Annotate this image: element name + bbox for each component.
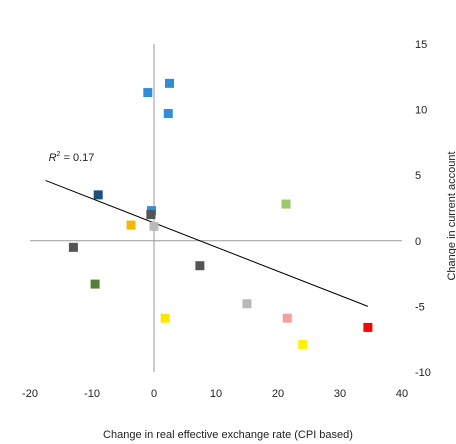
data-point — [68, 242, 78, 252]
x-tick-label: 30 — [334, 388, 346, 400]
data-point — [282, 313, 292, 323]
y-tick-label: -10 — [415, 367, 431, 379]
data-point — [126, 220, 136, 230]
x-tick-label: 40 — [396, 388, 408, 400]
data-point — [149, 221, 159, 231]
x-axis-title: Change in real effective exchange rate (… — [103, 429, 353, 441]
data-point — [90, 279, 100, 289]
data-point — [93, 190, 103, 200]
r-squared-annotation: R2 = 0.17 — [49, 151, 95, 164]
data-point — [281, 199, 291, 209]
y-tick-label: 0 — [415, 236, 421, 248]
trendline — [45, 179, 369, 307]
x-tick-label: -10 — [84, 388, 100, 400]
y-tick-label: 10 — [415, 105, 427, 117]
y-tick-label: 5 — [415, 170, 421, 182]
data-points — [68, 78, 373, 349]
r-squared-symbol: R — [49, 152, 57, 164]
x-tick-label: 20 — [272, 388, 284, 400]
data-point — [143, 88, 153, 98]
x-tick-label: 0 — [151, 388, 157, 400]
data-point — [165, 78, 174, 88]
data-point — [146, 210, 156, 220]
axes — [30, 44, 402, 372]
data-point — [160, 313, 170, 323]
r-squared-exponent: 2 — [57, 151, 61, 158]
y-tick-label: 15 — [415, 39, 427, 51]
data-point — [163, 109, 173, 119]
trendline-layer — [45, 179, 369, 307]
y-axis-title: Change in current account — [446, 151, 456, 280]
r-squared-value: = 0.17 — [60, 152, 94, 164]
x-tick-label: 10 — [210, 388, 222, 400]
y-tick-label: -5 — [415, 301, 425, 313]
x-tick-label: -20 — [22, 388, 38, 400]
tick-labels: -20 -10 0 10 20 30 40 15 10 5 0 -5 -10 — [22, 39, 431, 400]
data-point — [298, 339, 308, 349]
data-point — [195, 261, 205, 271]
data-point — [363, 322, 373, 332]
data-point — [242, 299, 252, 309]
